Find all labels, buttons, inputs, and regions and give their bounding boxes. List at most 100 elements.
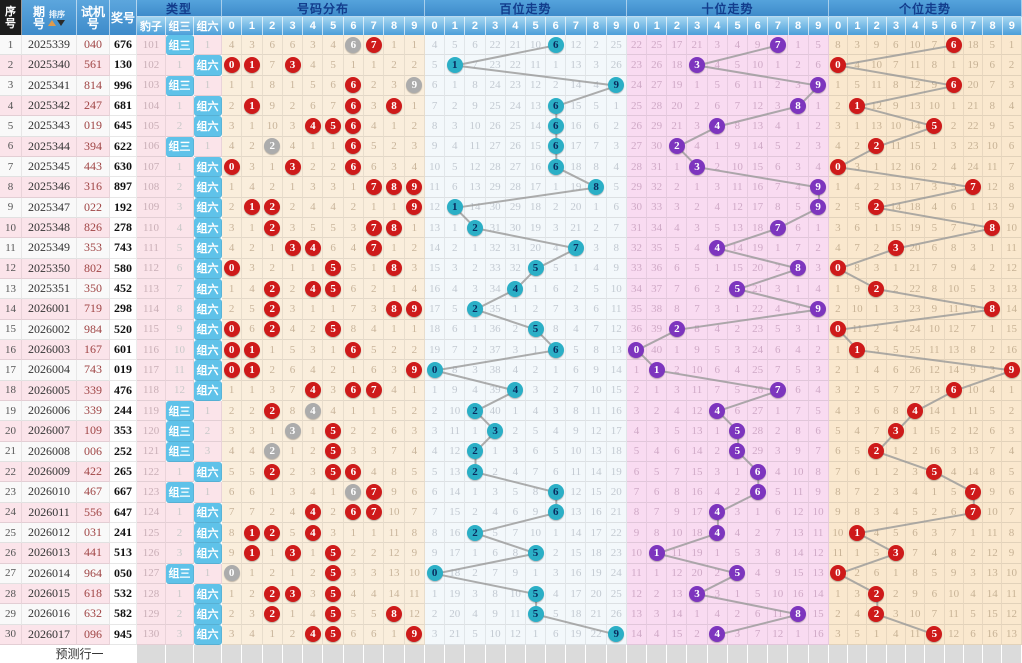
fenbu-cell: 4 bbox=[282, 319, 304, 340]
fenbu-cell: 4 bbox=[282, 136, 304, 157]
shiwei-cell: 11 bbox=[727, 177, 748, 198]
drawn-digit-circle: 2 bbox=[868, 138, 885, 155]
gewei-cell: 3 bbox=[1002, 75, 1022, 96]
baiwei-cell: 2 bbox=[465, 563, 486, 584]
table-row: 14 2026001 719 298 114 8 组六 2 5 2 3 1 1 7 3 8 9 17 5 2 35 1 2 7… bbox=[0, 299, 1022, 320]
shiwei-cell: 2 bbox=[667, 360, 688, 381]
gewei-cell: 9 bbox=[1002, 360, 1022, 381]
fenbu-cell: 5 bbox=[323, 624, 344, 645]
digit-header: 6 bbox=[546, 17, 567, 35]
cell-zusan-active: 组三 bbox=[166, 75, 194, 96]
fenbu-cell: 13 bbox=[384, 563, 405, 584]
drawn-digit-circle: 9 bbox=[406, 178, 423, 195]
gewei-cell: 7 bbox=[944, 522, 964, 544]
cell-seq: 23 bbox=[0, 482, 22, 503]
fenbu-cell: 0 bbox=[222, 258, 243, 279]
fenbu-cell: 1 bbox=[242, 339, 263, 361]
baiwei-cell: 22 bbox=[505, 55, 526, 76]
fenbu-cell: 3 bbox=[222, 624, 243, 645]
prediction-cell bbox=[606, 644, 627, 663]
drawn-digit-circle: 2 bbox=[466, 463, 483, 480]
baiwei-cell: 14 bbox=[566, 75, 587, 96]
drawn-digit-circle: 9 bbox=[406, 77, 423, 94]
fenbu-cell: 2 bbox=[262, 197, 283, 218]
drawn-digit-circle: 2 bbox=[466, 219, 483, 236]
drawn-digit-circle: 4 bbox=[709, 117, 726, 134]
baiwei-cell: 3 bbox=[424, 421, 446, 442]
baiwei-cell: 11 bbox=[525, 55, 547, 76]
gewei-cell: 10 bbox=[905, 35, 926, 56]
sort-asc-icon[interactable] bbox=[48, 19, 57, 26]
baiwei-cell: 5 bbox=[445, 156, 466, 178]
drawn-digit-circle: 4 bbox=[709, 504, 726, 521]
baiwei-cell: 9 bbox=[566, 421, 587, 442]
fenbu-cell: 1 bbox=[303, 543, 324, 564]
gewei-cell: 13 bbox=[925, 380, 945, 401]
table-row: 22 2026009 422 265 122 1 组六 5 5 2 2 3 5 6 4 8 5 5 13 2 2 4 7 6 1… bbox=[0, 461, 1022, 483]
gewei-cell: 6 bbox=[1002, 482, 1022, 503]
gewei-cell: 14 bbox=[963, 461, 984, 483]
gewei-cell: 3 bbox=[886, 238, 906, 259]
drawn-digit-circle: 9 bbox=[406, 300, 423, 317]
shiwei-cell: 2 bbox=[687, 624, 708, 645]
fenbu-cell: 3 bbox=[343, 441, 365, 462]
shiwei-cell: 15 bbox=[788, 563, 809, 584]
cell-test-number: 443 bbox=[77, 156, 110, 178]
drawn-digit-circle: 5 bbox=[325, 422, 342, 439]
gewei-cell: 1 bbox=[828, 75, 849, 96]
drawn-digit-circle: 1 bbox=[243, 361, 260, 378]
drawn-digit-circle: 2 bbox=[264, 321, 281, 338]
table-row: 27 2026014 964 050 127 组三 1 0 1 2 1 2 5 3 3 13 10 0 18 2 7 9 1… bbox=[0, 563, 1022, 584]
shiwei-cell: 12 bbox=[768, 624, 789, 645]
baiwei-cell: 8 bbox=[505, 543, 526, 564]
shiwei-cell: 7 bbox=[768, 522, 789, 544]
sort-control[interactable]: 排序 bbox=[48, 10, 66, 26]
cell-zusan-count: 5 bbox=[166, 238, 194, 259]
digit-header: 9 bbox=[404, 17, 425, 35]
drawn-digit-circle: 9 bbox=[608, 626, 625, 643]
fenbu-cell: 1 bbox=[323, 299, 344, 320]
baiwei-cell: 8 bbox=[586, 156, 607, 178]
drawn-digit-circle: 8 bbox=[984, 219, 1001, 236]
drawn-digit-circle: 2 bbox=[868, 443, 885, 460]
sort-desc-icon[interactable] bbox=[57, 19, 66, 26]
baiwei-cell: 5 bbox=[525, 258, 547, 279]
shiwei-cell: 4 bbox=[647, 441, 668, 462]
baiwei-cell: 14 bbox=[424, 238, 446, 259]
sort-arrows[interactable] bbox=[48, 19, 66, 26]
drawn-digit-circle: 8 bbox=[386, 605, 403, 622]
baiwei-cell: 12 bbox=[445, 441, 466, 462]
gewei-cell: 7 bbox=[944, 217, 964, 239]
gewei-cell: 3 bbox=[963, 238, 984, 259]
gewei-cell: 8 bbox=[925, 55, 945, 76]
drawn-digit-circle: 9 bbox=[1003, 361, 1020, 378]
gewei-cell: 5 bbox=[867, 543, 887, 564]
shiwei-cell: 19 bbox=[747, 238, 769, 259]
shiwei-cell: 15 bbox=[808, 604, 829, 625]
shiwei-cell: 8 bbox=[788, 258, 809, 279]
digit-header: 3 bbox=[282, 17, 304, 35]
gewei-cell: 10 bbox=[867, 55, 887, 76]
gewei-cell: 13 bbox=[867, 116, 887, 137]
shiwei-cell: 10 bbox=[727, 156, 748, 178]
fenbu-cell: 6 bbox=[262, 35, 283, 56]
baiwei-cell: 5 bbox=[546, 604, 567, 625]
baiwei-cell: 3 bbox=[465, 278, 486, 300]
baiwei-cell: 16 bbox=[424, 278, 446, 300]
baiwei-cell: 26 bbox=[606, 604, 627, 625]
shiwei-cell: 9 bbox=[808, 482, 829, 503]
fenbu-cell: 1 bbox=[262, 543, 283, 564]
fenbu-cell: 2 bbox=[303, 319, 324, 340]
baiwei-cell: 5 bbox=[525, 583, 547, 605]
cell-seq: 13 bbox=[0, 278, 22, 300]
shiwei-cell: 16 bbox=[687, 482, 708, 503]
fenbu-cell: 7 bbox=[282, 380, 304, 401]
baiwei-cell: 2 bbox=[525, 360, 547, 381]
gewei-cell: 8 bbox=[983, 299, 1003, 320]
drawn-digit-circle: 6 bbox=[547, 341, 564, 358]
prediction-cell bbox=[364, 644, 385, 663]
prediction-cell bbox=[546, 644, 567, 663]
shiwei-cell: 13 bbox=[727, 217, 748, 239]
baiwei-cell: 6 bbox=[546, 156, 567, 178]
gewei-cell: 2 bbox=[848, 380, 868, 401]
